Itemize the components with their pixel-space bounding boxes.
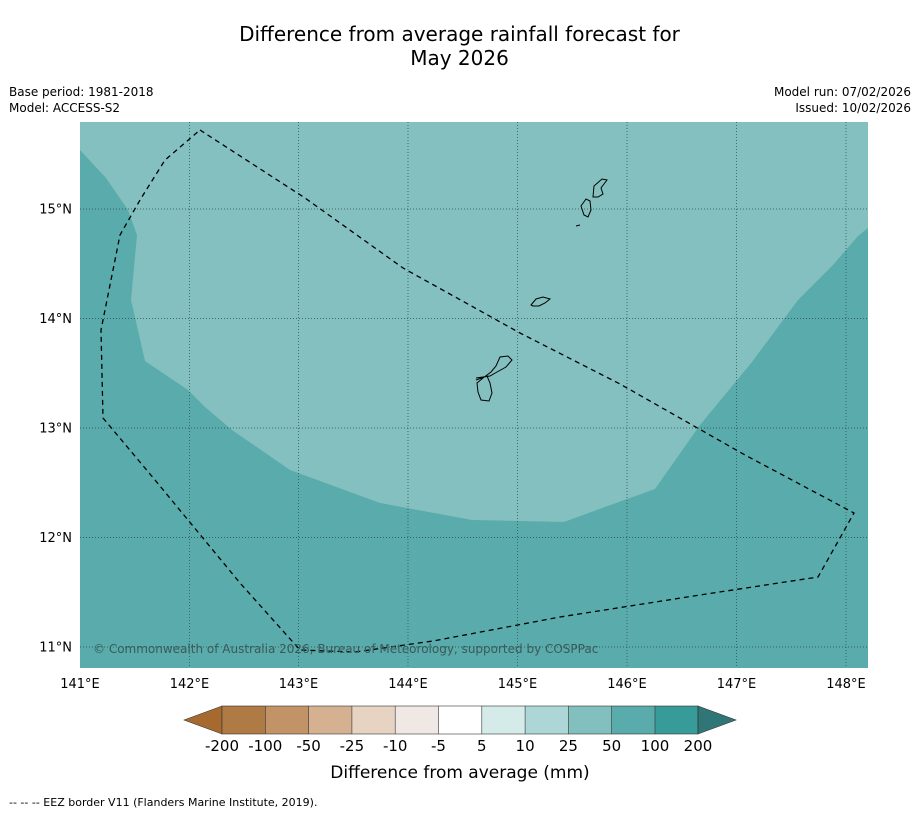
lat-label-12: 12°N	[39, 531, 72, 546]
eez-footnote: -- -- -- EEZ border V11 (Flanders Marine…	[9, 796, 318, 809]
lat-label-11: 11°N	[39, 641, 72, 656]
lon-label-145: 145°E	[498, 677, 538, 692]
colorbar-swatch-2	[265, 706, 309, 734]
lon-label-147: 147°E	[717, 677, 757, 692]
colorbar-label: -5	[431, 737, 446, 755]
model-name: Model: ACCESS-S2	[9, 101, 121, 115]
title-line-2: May 2026	[410, 46, 509, 70]
colorbar-label: -50	[296, 737, 321, 755]
copyright-text: © Commonwealth of Australia 2026, Bureau…	[93, 642, 598, 656]
colorbar-swatch-3	[308, 706, 352, 734]
islands	[475, 178, 608, 402]
island-tinian	[580, 198, 592, 218]
lon-label-141: 141°E	[60, 677, 100, 692]
colorbar-swatch-4	[351, 706, 396, 734]
colorbar-label: -200	[205, 737, 239, 755]
colorbar-label: 25	[559, 737, 578, 755]
latitude-labels: 15°N 14°N 13°N 12°N 11°N	[39, 203, 72, 656]
colorbar-swatch-9	[568, 706, 612, 734]
field-25-50	[80, 122, 868, 522]
colorbar-swatch-11	[655, 706, 698, 734]
model-info: Base period: 1981-2018 Model: ACCESS-S2	[9, 84, 154, 116]
title-line-1: Difference from average rainfall forecas…	[239, 22, 680, 46]
model-run-date: Model run: 07/02/2026	[773, 85, 911, 99]
eez-border	[100, 129, 855, 653]
island-saipan	[592, 178, 608, 198]
colorbar-label: -10	[383, 737, 408, 755]
colorbar-swatch-10	[611, 706, 655, 734]
colorbar-title: Difference from average (mm)	[330, 763, 589, 783]
colorbar-extend-low	[183, 705, 223, 735]
run-info: Model run: 07/02/2026 Issued: 10/02/2026	[774, 84, 911, 116]
lat-label-14: 14°N	[39, 312, 72, 327]
gridlines	[80, 122, 868, 668]
issued-date: Issued: 10/02/2026	[795, 101, 911, 115]
colorbar-swatch-7	[481, 706, 526, 734]
colorbar-swatch-6	[438, 706, 482, 734]
island-rota	[530, 296, 552, 307]
colorbar-label: 200	[684, 737, 713, 755]
chart-title: Difference from average rainfall forecas…	[0, 22, 919, 70]
colorbar-label: 100	[641, 737, 670, 755]
colorbar-label: 50	[602, 737, 621, 755]
colorbar-extend-high	[697, 705, 737, 735]
lon-label-142: 142°E	[170, 677, 210, 692]
colorbar: -200 -100 -50 -25 -10 -5 5 10 25 50 100 …	[183, 705, 737, 783]
base-period: Base period: 1981-2018	[9, 85, 154, 99]
longitude-labels: 141°E 142°E 143°E 144°E 145°E 146°E 147°…	[60, 677, 866, 692]
colorbar-swatch-1	[222, 706, 266, 734]
colorbar-label: -100	[248, 737, 282, 755]
map-panel: © Commonwealth of Australia 2026, Bureau…	[80, 122, 868, 668]
lon-label-143: 143°E	[279, 677, 319, 692]
island-guam	[475, 355, 513, 402]
lon-label-148: 148°E	[826, 677, 866, 692]
lat-label-15: 15°N	[39, 203, 72, 218]
colorbar-swatch-5	[395, 706, 439, 734]
lon-label-146: 146°E	[607, 677, 647, 692]
island-aguijan	[575, 224, 581, 227]
colorbar-label: -25	[340, 737, 365, 755]
lat-label-13: 13°N	[39, 422, 72, 437]
lon-label-144: 144°E	[388, 677, 428, 692]
colorbar-label: 10	[516, 737, 535, 755]
colorbar-swatch-8	[525, 706, 569, 734]
colorbar-label: 5	[477, 737, 487, 755]
